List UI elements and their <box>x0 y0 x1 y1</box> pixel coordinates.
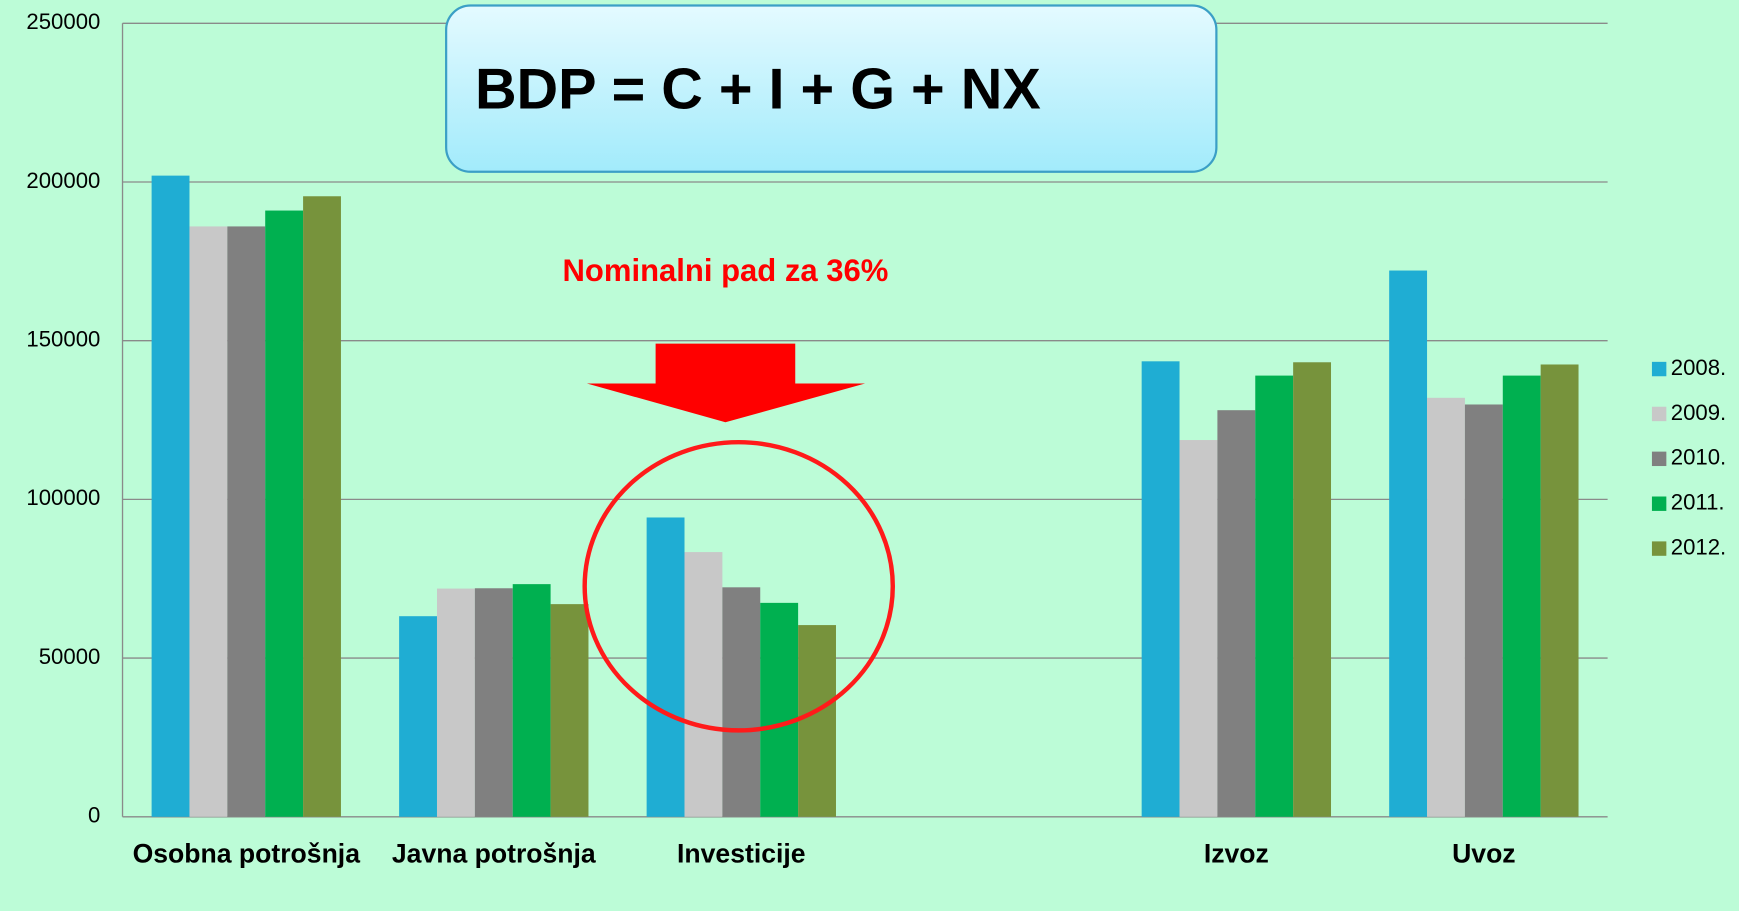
bar <box>1540 364 1579 817</box>
y-tick-label: 150000 <box>26 327 100 352</box>
formula-box <box>445 4 1218 173</box>
bar <box>1179 440 1218 817</box>
bar <box>474 588 513 817</box>
bar <box>760 602 799 817</box>
bar <box>1293 362 1332 817</box>
legend-label: 2011. <box>1671 490 1725 515</box>
bar <box>189 226 228 817</box>
legend-swatch <box>1651 496 1667 511</box>
bar <box>151 175 190 817</box>
bar <box>1427 397 1465 817</box>
bar <box>1217 410 1256 817</box>
y-tick-label: 100000 <box>26 485 100 510</box>
y-tick-label: 50000 <box>39 644 101 669</box>
bar <box>684 552 723 817</box>
legend-swatch <box>1651 361 1667 377</box>
bar <box>265 210 304 817</box>
x-tick-label: Investicije <box>677 839 806 869</box>
legend-swatch <box>1651 451 1667 467</box>
bar <box>399 616 437 817</box>
annotation: Nominalni pad za 36% <box>563 253 889 288</box>
bar <box>722 587 761 817</box>
bar <box>227 226 266 817</box>
y-tick-label: 0 <box>88 803 100 828</box>
labels: 0 50000 100000 150000 200000 250000 Osobna pot… <box>26 9 1726 868</box>
legend-swatch <box>1651 541 1667 556</box>
y-tick-label: 250000 <box>26 9 100 34</box>
legend-label: 2009. <box>1671 400 1726 425</box>
legend-label: 2012. <box>1671 534 1726 559</box>
legend-swatch <box>1651 406 1667 422</box>
arrow <box>586 343 866 423</box>
legend-label: 2010. <box>1671 445 1726 470</box>
bar <box>1464 404 1503 817</box>
y-tick-label: 200000 <box>26 168 100 193</box>
bars <box>151 175 1579 817</box>
bar <box>1141 361 1180 817</box>
bar <box>550 604 589 817</box>
bar <box>1389 270 1428 817</box>
x-tick-label: Uvoz <box>1452 839 1516 869</box>
bar <box>436 588 475 817</box>
x-tick-label: Osobna potrošnja <box>133 839 361 869</box>
bar <box>512 584 551 817</box>
x-tick-label: Javna potrošnja <box>392 839 596 869</box>
bar <box>303 196 341 817</box>
highlight-circle <box>582 439 895 733</box>
bar <box>646 517 685 817</box>
x-tick-label: Izvoz <box>1204 839 1269 869</box>
legend-label: 2008. <box>1671 355 1726 380</box>
formula: BDP = C + I + G + NX <box>475 57 1041 121</box>
bar <box>1502 375 1541 817</box>
bar <box>798 625 836 817</box>
bar <box>1255 375 1294 817</box>
